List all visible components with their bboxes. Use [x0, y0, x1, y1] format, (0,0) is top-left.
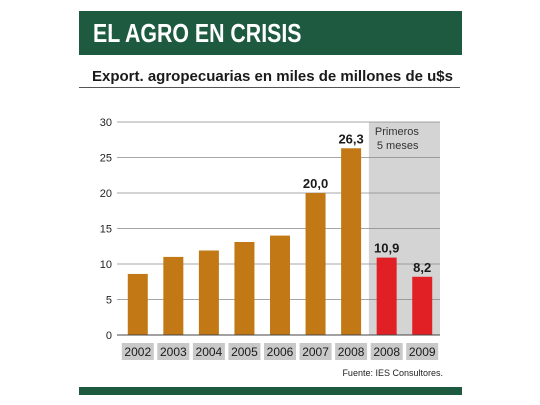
- x-tick-box: [406, 343, 439, 360]
- data-label: 20,0: [303, 176, 328, 191]
- x-tick-box: [192, 343, 225, 360]
- data-label: 10,9: [374, 241, 399, 256]
- x-tick-label: 2008: [373, 345, 400, 359]
- footer-bar: [79, 387, 462, 395]
- x-tick-label: 2004: [196, 345, 223, 359]
- highlight-note-line1: Primeros: [375, 126, 420, 138]
- x-tick-label: 2009: [409, 345, 436, 359]
- highlight-note-line2: 5 meses: [377, 140, 419, 152]
- y-tick-label: 10: [100, 259, 112, 271]
- x-tick-label: 2003: [160, 345, 187, 359]
- bar: [412, 276, 433, 335]
- source-note: Fuente: IES Consultores.: [342, 368, 443, 378]
- chart-subtitle: Export. agropecuarias en miles de millon…: [92, 68, 453, 85]
- subtitle-divider: [79, 87, 460, 88]
- bar: [163, 256, 184, 335]
- data-label: 26,3: [338, 131, 363, 146]
- title-banner: EL AGRO EN CRISIS: [79, 11, 462, 55]
- bar: [127, 273, 148, 335]
- y-tick-label: 30: [100, 117, 112, 129]
- y-tick-label: 20: [100, 188, 112, 200]
- bar: [270, 235, 290, 335]
- x-tick-box: [228, 343, 261, 360]
- x-tick-box: [264, 343, 296, 360]
- x-tick-label: 2007: [302, 345, 329, 359]
- x-tick-label: 2006: [267, 345, 294, 359]
- bar: [341, 148, 362, 335]
- bar: [198, 250, 219, 335]
- x-tick-box: [157, 343, 190, 360]
- x-tick-label: 2008: [338, 345, 365, 359]
- x-tick-box: [121, 343, 154, 360]
- x-tick-box: [370, 343, 403, 360]
- x-tick-label: 2002: [124, 345, 151, 359]
- y-tick-label: 25: [100, 153, 112, 165]
- bar: [305, 193, 326, 335]
- y-tick-label: 15: [100, 224, 112, 236]
- x-tick-box: [299, 343, 332, 360]
- bar: [376, 257, 397, 335]
- page-title: EL AGRO EN CRISIS: [93, 18, 302, 48]
- data-label: 8,2: [413, 260, 431, 275]
- x-tick-label: 2005: [231, 345, 258, 359]
- x-tick-box: [335, 343, 368, 360]
- bar: [234, 241, 255, 335]
- y-tick-label: 5: [106, 295, 112, 307]
- y-tick-label: 0: [106, 330, 112, 342]
